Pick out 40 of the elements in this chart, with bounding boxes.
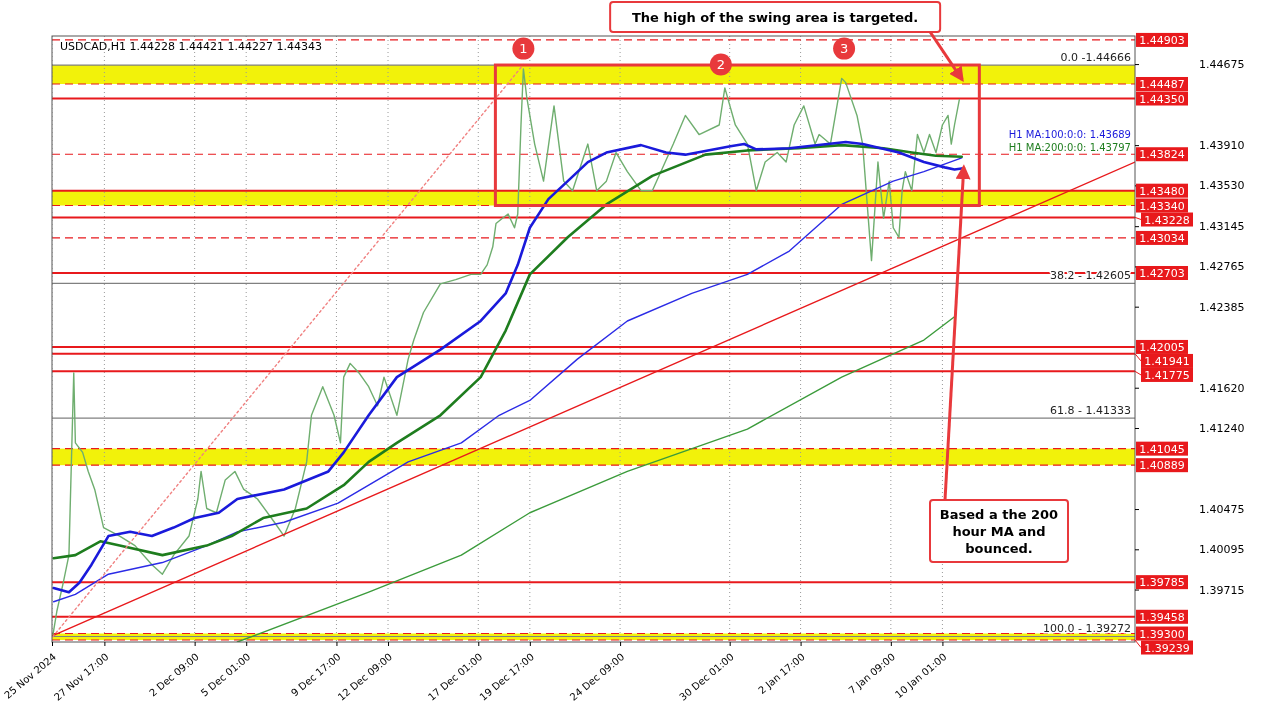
ref-line-label: 1.41045 (1139, 442, 1185, 456)
y-tick-label: 1.40475 (1199, 503, 1245, 517)
ref-line-label: 1.43824 (1139, 148, 1185, 162)
ref-line-label: 1.40889 (1139, 459, 1185, 473)
ref-line-label: 1.43228 (1144, 213, 1190, 227)
annotation: 2 (716, 57, 725, 72)
ref-line-label: 1.43034 (1139, 231, 1185, 245)
y-tick-label: 1.43530 (1199, 179, 1245, 193)
y-tick-label: 1.42765 (1199, 260, 1245, 274)
ref-line-label: 1.41941 (1144, 354, 1190, 368)
ref-line-label: 1.43480 (1139, 184, 1185, 198)
ref-line-label: 1.41775 (1144, 368, 1190, 382)
text: H1 MA:100:0:0: 1.43689 (1008, 128, 1131, 140)
ref-line-label: 1.39458 (1139, 610, 1185, 624)
ref-line-label: 1.44350 (1139, 92, 1185, 106)
y-tick-label: 1.43145 (1199, 220, 1245, 234)
ref-line-label: 1.43340 (1139, 199, 1185, 213)
ref-line-label: 1.42005 (1139, 340, 1185, 354)
annotation: The high of the swing area is targeted. (631, 10, 919, 25)
annotation: 100.0 - 1.39272 (1043, 622, 1131, 636)
ref-line-label: 1.44903 (1139, 33, 1185, 47)
y-tick-label: 1.44675 (1199, 58, 1245, 72)
annotation: 0.0 -1.44666 (1060, 51, 1131, 65)
y-tick-label: 1.39715 (1199, 583, 1245, 597)
annotation: Based a the 200 hour MA and bounced. (939, 507, 1059, 556)
y-tick-label: 1.43910 (1199, 139, 1245, 153)
y-tick-label: 1.42385 (1199, 300, 1245, 314)
chart-title: USDCAD,H1 1.44228 1.44421 1.44227 1.44343 (60, 40, 322, 53)
ref-line-label: 1.39785 (1139, 576, 1185, 590)
ref-line-label: 1.44487 (1139, 77, 1185, 91)
annotation: 3 (839, 41, 849, 57)
ref-line-label: 1.42703 (1139, 267, 1185, 280)
y-tick-label: 1.41240 (1199, 422, 1245, 436)
y-tick-label: 1.40095 (1199, 543, 1245, 557)
y-tick-label: 1.41620 (1199, 381, 1245, 395)
ref-line-label: 1.39239 (1144, 641, 1190, 655)
ref-line-label: 1.39300 (1139, 627, 1185, 641)
annotation: 1 (519, 41, 528, 57)
annotation: 61.8 - 1.41333 (1050, 404, 1131, 418)
text: H1 MA:200:0:0: 1.43797 (1008, 141, 1131, 153)
